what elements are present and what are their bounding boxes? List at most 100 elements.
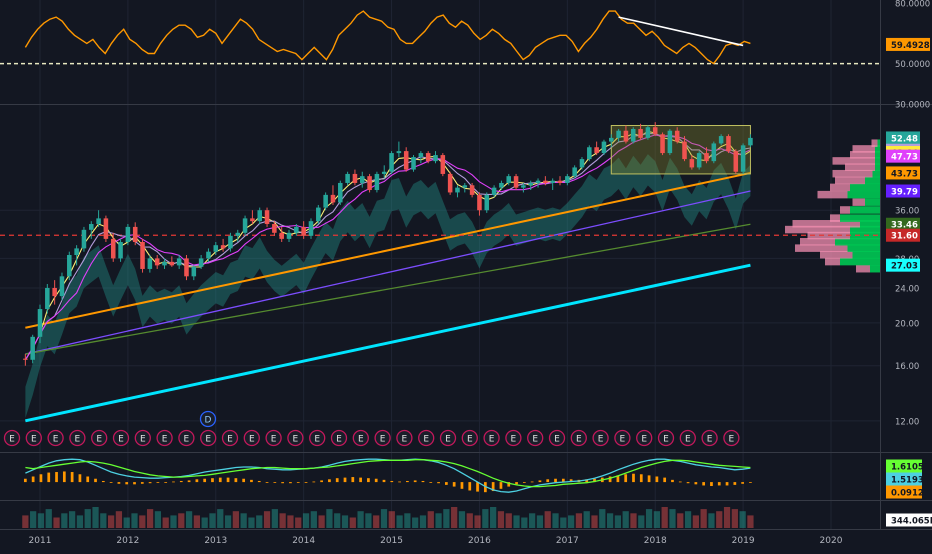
candle-body[interactable] <box>521 185 526 188</box>
candle-body[interactable] <box>213 245 219 252</box>
macd-value-tag[interactable]: 1.5193 <box>886 472 924 486</box>
earnings-marker[interactable]: E <box>265 429 282 447</box>
candle-body[interactable] <box>455 187 460 193</box>
macd-histogram-bar[interactable] <box>312 481 316 483</box>
volume-bar[interactable] <box>716 511 723 528</box>
macd-histogram-bar[interactable] <box>203 478 207 483</box>
macd-histogram-bar[interactable] <box>702 482 706 486</box>
candle-body[interactable] <box>184 258 189 277</box>
moving-average-line[interactable] <box>25 190 751 355</box>
earnings-marker-circle[interactable] <box>3 429 21 447</box>
volume-bar[interactable] <box>240 513 247 528</box>
macd-histogram-bar[interactable] <box>522 482 526 483</box>
earnings-marker-circle[interactable] <box>723 429 740 447</box>
macd-histogram-bar[interactable] <box>273 482 277 483</box>
candle-body[interactable] <box>374 173 380 191</box>
candle-body[interactable] <box>535 180 541 183</box>
volume-bar[interactable] <box>357 511 364 528</box>
candle-body[interactable] <box>396 151 402 154</box>
candle-body[interactable] <box>711 143 717 162</box>
earnings-marker-circle[interactable] <box>439 429 457 447</box>
macd-histogram-bar[interactable] <box>343 477 347 483</box>
candle-body[interactable] <box>579 159 585 168</box>
candle-body[interactable] <box>484 194 490 211</box>
candle-body[interactable] <box>389 153 394 172</box>
candle-body[interactable] <box>323 194 328 208</box>
moving-average-line[interactable] <box>25 171 751 329</box>
candle-body[interactable] <box>462 185 468 188</box>
price-value-tag[interactable]: 39.79 <box>886 184 920 198</box>
earnings-marker[interactable]: E <box>156 429 173 447</box>
volume-bar[interactable] <box>536 515 544 528</box>
macd-histogram-bar[interactable] <box>671 479 674 483</box>
volume-bar[interactable] <box>162 517 169 529</box>
volume-bar[interactable] <box>76 515 84 528</box>
macd-panel[interactable] <box>23 458 752 493</box>
volume-bar[interactable] <box>505 513 512 528</box>
volume-bar[interactable] <box>318 515 325 528</box>
macd-histogram-bar[interactable] <box>359 477 362 483</box>
macd-histogram-bar[interactable] <box>647 475 651 483</box>
earnings-marker-circle[interactable] <box>221 429 239 447</box>
candle-body[interactable] <box>630 128 636 142</box>
macd-histogram-bar[interactable] <box>624 474 628 483</box>
earnings-marker-circle[interactable] <box>636 429 653 447</box>
macd-histogram-bar[interactable] <box>94 478 97 483</box>
macd-histogram-bar[interactable] <box>265 482 269 483</box>
earnings-marker[interactable]: E <box>570 429 587 447</box>
macd-histogram-bar[interactable] <box>109 482 113 483</box>
earnings-marker-circle[interactable] <box>461 429 478 447</box>
macd-histogram-bar[interactable] <box>211 478 214 483</box>
candle-body[interactable] <box>609 137 614 142</box>
candle-body[interactable] <box>696 153 702 168</box>
candle-body[interactable] <box>242 218 248 233</box>
macd-histogram-bar[interactable] <box>569 479 573 483</box>
macd-histogram-bar[interactable] <box>226 477 230 483</box>
macd-histogram-bar[interactable] <box>585 479 589 483</box>
macd-histogram-bar[interactable] <box>117 482 121 484</box>
macd-histogram-bar[interactable] <box>125 482 129 485</box>
volume-bar[interactable] <box>474 515 481 528</box>
candle-body[interactable] <box>257 210 262 222</box>
candle-body[interactable] <box>381 171 387 174</box>
earnings-marker[interactable]: E <box>47 429 64 447</box>
macd-histogram-bar[interactable] <box>320 480 323 483</box>
candle-body[interactable] <box>88 224 94 230</box>
volume-bar[interactable] <box>61 513 68 528</box>
volume-bar[interactable] <box>84 509 91 528</box>
macd-histogram-bar[interactable] <box>561 478 565 483</box>
candle-body[interactable] <box>638 128 643 138</box>
earnings-marker[interactable]: E <box>527 429 544 447</box>
macd-histogram-bar[interactable] <box>608 476 612 483</box>
volume-bar[interactable] <box>295 517 302 529</box>
candle-body[interactable] <box>169 261 175 266</box>
earnings-marker[interactable]: E <box>483 429 500 447</box>
volume-bar[interactable] <box>263 511 271 528</box>
candle-body[interactable] <box>674 130 680 142</box>
candle-body[interactable] <box>433 155 438 162</box>
earnings-marker[interactable]: E <box>243 429 260 447</box>
volume-bar[interactable] <box>684 511 692 528</box>
candle-body[interactable] <box>667 130 673 154</box>
candle-body[interactable] <box>345 173 350 183</box>
volume-bar[interactable] <box>115 511 123 528</box>
macd-histogram-bar[interactable] <box>421 480 425 483</box>
earnings-marker-circle[interactable] <box>374 429 391 447</box>
candle-body[interactable] <box>59 276 65 297</box>
volume-bar[interactable] <box>435 513 442 528</box>
macd-histogram-bar[interactable] <box>632 473 635 483</box>
macd-histogram-bar[interactable] <box>538 480 542 483</box>
earnings-marker-circle[interactable] <box>309 429 326 447</box>
macd-histogram-bar[interactable] <box>374 478 378 483</box>
earnings-marker-circle[interactable] <box>679 429 696 447</box>
earnings-marker[interactable]: E <box>134 429 151 447</box>
candle-body[interactable] <box>565 176 570 183</box>
volume-bar[interactable] <box>326 509 333 528</box>
volume-bar[interactable] <box>131 513 138 528</box>
earnings-marker[interactable]: E <box>592 429 609 447</box>
candle-body[interactable] <box>528 182 533 186</box>
candle-body[interactable] <box>418 153 424 158</box>
volume-bar[interactable] <box>466 513 473 528</box>
candle-body[interactable] <box>272 224 277 233</box>
macd-histogram-bar[interactable] <box>390 480 394 483</box>
